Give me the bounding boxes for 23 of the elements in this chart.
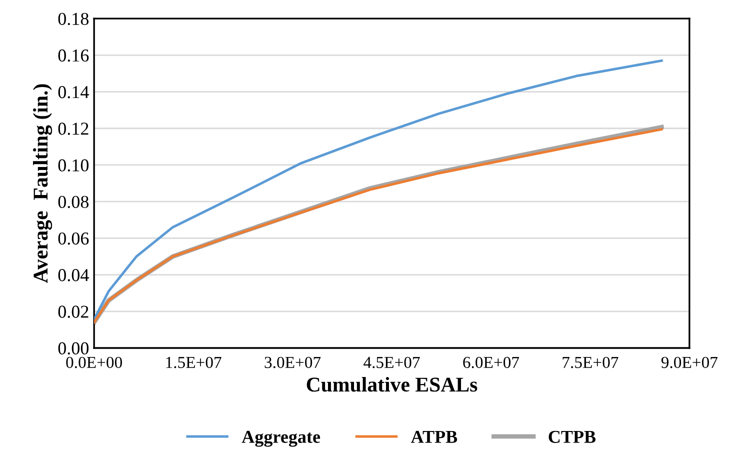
line-series [94, 59, 663, 321]
y-tick-label: 0.12 [58, 122, 88, 135]
x-axis-title: Cumulative ESALs [306, 377, 478, 392]
x-tick-label: 0.0E+00 [66, 356, 122, 368]
legend-label: CTPB [548, 430, 596, 443]
y-tick-label: 0.08 [58, 196, 89, 208]
legend-label: ATPB [410, 430, 458, 443]
x-tick-label: 7.5E+07 [562, 356, 618, 368]
y-tick-label: 0.10 [58, 159, 89, 172]
y-tick-label: 0.06 [58, 232, 89, 245]
x-tick-label: 3.0E+07 [264, 356, 321, 368]
legend-label: Aggregate [242, 430, 320, 447]
x-tick-label: 9.0E+07 [661, 356, 718, 368]
x-tick-label: 1.5E+07 [166, 356, 222, 368]
y-tick-label: 0.02 [58, 306, 88, 318]
x-tick-label: 4.5E+07 [364, 356, 420, 368]
y-axis-title: Average Faulting (in.) [33, 84, 52, 283]
y-tick-label: 0.04 [58, 269, 89, 282]
x-tick-label: 6.0E+07 [463, 356, 520, 368]
y-tick-label: 0.00 [58, 342, 89, 355]
y-tick-label: 0.14 [58, 86, 89, 98]
y-tick-label: 0.16 [58, 49, 89, 62]
y-tick-label: 0.18 [58, 12, 89, 26]
